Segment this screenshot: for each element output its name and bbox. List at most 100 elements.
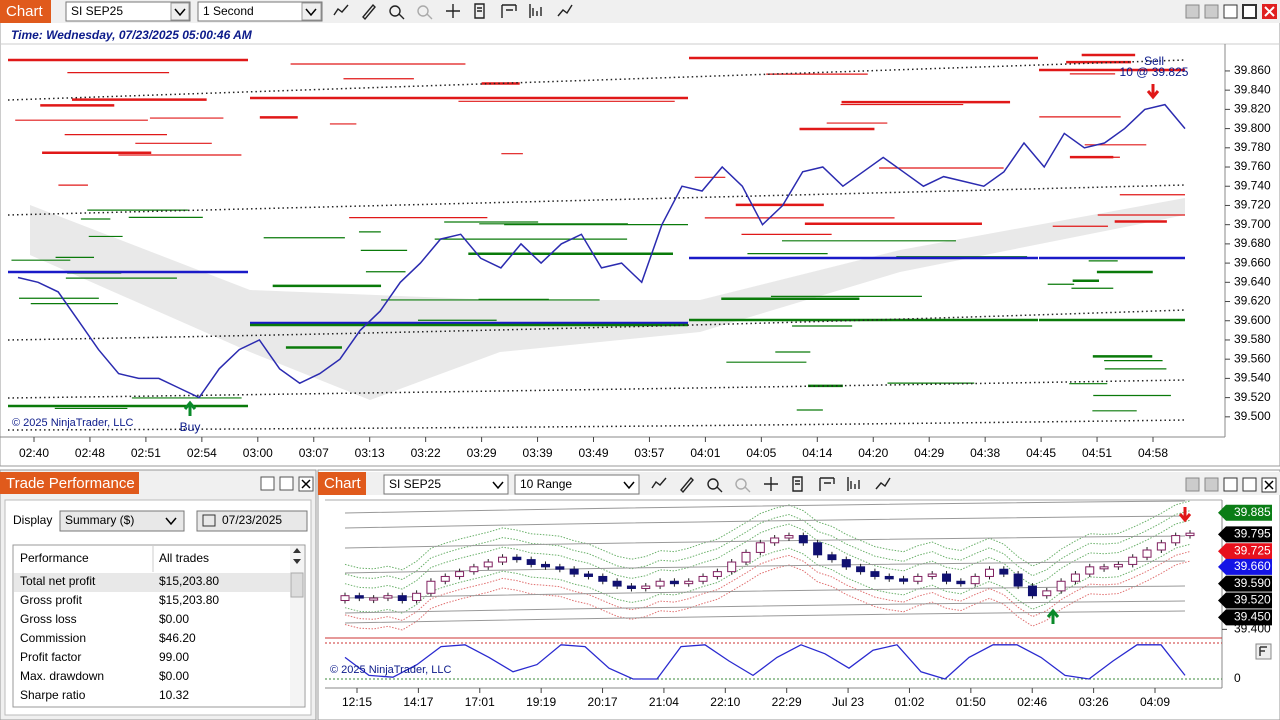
interval: 1 Second [203,4,254,18]
tab[interactable] [318,472,366,495]
y-tick-label: 39.720 [1234,198,1271,212]
interval-select[interactable] [197,1,323,22]
candle [970,575,980,585]
dropdown-button[interactable] [170,2,190,21]
buy-arrow [1046,608,1060,624]
candle [770,537,780,544]
candle [727,561,737,573]
candle [598,575,608,582]
dropdown-button[interactable] [301,2,322,21]
candle [1099,566,1109,570]
candle [741,551,751,563]
candle [813,542,823,556]
candle [1056,580,1066,592]
scrollbar[interactable] [290,546,304,706]
candle [569,568,579,575]
button[interactable] [1242,477,1257,492]
x-tick-label: 02:40 [19,446,49,460]
x-tick-label: 19:19 [526,695,556,709]
copyright: © 2025 NinjaTrader, LLC [12,417,133,429]
column-header: All trades [159,551,209,565]
x-tick-label: 03:00 [243,446,273,460]
sell-fill: 10 @ 39.825 [1120,65,1189,79]
price-flag [1218,558,1272,575]
price-flag [1218,592,1272,609]
candle [455,571,465,577]
levels [7,53,1186,431]
x-tick-label: 04:45 [1026,446,1056,460]
button[interactable] [1204,477,1219,492]
display-select[interactable] [59,510,185,532]
interval-select[interactable] [514,474,640,495]
button[interactable] [260,476,275,491]
button[interactable] [279,476,294,491]
tool-icon [680,476,694,494]
cell: Max. drawdown [20,669,104,683]
vwap-band [7,309,1186,341]
button[interactable] [1185,4,1200,19]
y-tick-label: 39.620 [1234,294,1271,308]
tool-icon [557,4,573,17]
candle [1013,573,1023,587]
candle [483,561,493,568]
x-tick-label: 02:54 [187,446,217,460]
candle [555,566,565,570]
x-tick-label: Jul 23 [832,695,864,709]
button[interactable] [1185,477,1200,492]
y-tick-label: 39.740 [1234,178,1271,192]
date-picker[interactable] [196,510,308,532]
oscillator-line [344,644,1186,680]
tab-title: Trade Performance [6,475,135,492]
x-tick-label: 03:57 [634,446,664,460]
candle [1085,566,1095,575]
maximize[interactable] [1242,4,1257,19]
x-tick-label: 04:01 [690,446,720,460]
candle [1128,556,1138,565]
y-tick-label: 39.820 [1234,102,1271,116]
gray-line [344,515,1186,529]
tab[interactable] [0,0,51,23]
tool-icon [474,3,485,19]
tool-icon [764,477,778,491]
candle [884,575,894,580]
x-tick-label: 04:29 [914,446,944,460]
scroll-thumb[interactable] [290,572,304,598]
window-controls [1185,477,1277,493]
price-line [17,103,1186,399]
time-label: Time: Wednesday, 07/23/2025 05:00:46 AM [11,28,253,42]
candle [1113,563,1123,568]
tool-icon [819,477,835,491]
instrument-select[interactable] [383,474,509,495]
tab[interactable] [0,472,139,494]
button[interactable] [1204,4,1219,19]
tool-icon [362,3,376,21]
candle [798,535,808,544]
buy-arrow [183,400,197,416]
x-tick-label: 02:48 [75,446,105,460]
dropdown-arrow [165,517,177,526]
instrument: SI SEP25 [389,477,441,491]
display-value: Summary ($) [65,513,134,527]
date: 07/23/2025 [222,513,282,527]
cell: Commission [20,631,86,645]
price-flag [1218,575,1272,592]
candle [999,568,1009,575]
x-tick-label: 04:58 [1138,446,1168,460]
x-tick-label: 04:09 [1140,695,1170,709]
minimize[interactable] [1223,4,1238,19]
vwap-band [7,59,1186,101]
candle [512,556,522,561]
instrument-select[interactable] [65,1,191,22]
button[interactable] [1223,477,1238,492]
cell: Profit factor [20,650,81,664]
toolbar [333,3,573,21]
tool-icon [707,478,723,493]
x-tick-label: 04:05 [746,446,776,460]
y-tick-label: 39.680 [1234,236,1271,250]
candle [583,573,593,577]
tool-icon [792,476,803,492]
cell: $46.20 [159,631,196,645]
instrument: SI SEP25 [71,4,123,18]
candle [984,568,994,577]
